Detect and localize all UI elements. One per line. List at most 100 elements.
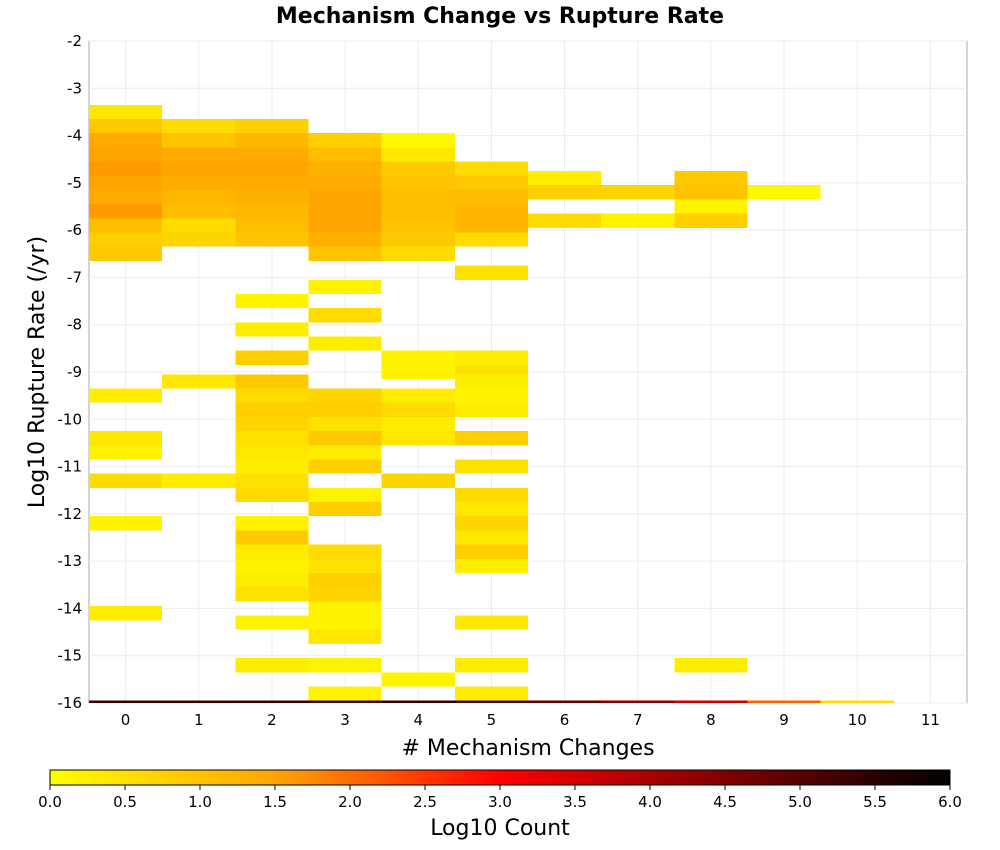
colorbar-ticks: 0.0 0.5 1.0 1.5 2.0 2.5 3.0 3.5 4.0 4.5 5.0 5.5 6.0 — [38, 785, 962, 811]
heatmap-cell — [89, 161, 163, 176]
colorbar-tick-label: 5.5 — [863, 793, 887, 811]
y-tick-label: -5 — [67, 174, 82, 192]
heatmap-cell — [381, 402, 455, 417]
heatmap-cell — [308, 431, 382, 446]
x-tick-label: 5 — [487, 711, 497, 729]
colorbar-tick-label: 2.5 — [413, 793, 437, 811]
heatmap-cell — [308, 700, 382, 703]
heatmap-cell — [235, 516, 309, 531]
heatmap-cell — [528, 185, 602, 200]
heatmap-cell — [235, 587, 309, 602]
heatmap-cell — [308, 487, 382, 503]
heatmap-cell — [89, 700, 163, 703]
heatmap-cell — [381, 672, 455, 687]
heatmap-cell — [454, 686, 528, 701]
heatmap-cell — [89, 189, 163, 205]
heatmap-cell — [454, 544, 528, 559]
heatmap-cell — [454, 204, 528, 219]
y-tick-label: -6 — [67, 221, 82, 239]
heatmap-cell — [381, 388, 455, 403]
heatmap-cell — [235, 473, 309, 488]
heatmap-cell — [308, 416, 382, 432]
heatmap-cell — [162, 700, 236, 703]
heatmap-cell — [454, 459, 528, 474]
x-tick-label: 11 — [921, 711, 940, 729]
heatmap-cell — [674, 700, 748, 703]
colorbar-tick-label: 0.0 — [38, 793, 62, 811]
heatmap-cell — [308, 232, 382, 247]
x-tick-label: 3 — [340, 711, 350, 729]
y-tick-label: -11 — [58, 458, 83, 476]
heatmap-cell — [381, 147, 455, 162]
x-tick-label: 1 — [194, 711, 204, 729]
heatmap-cell — [89, 473, 163, 488]
chart-title: Mechanism Change vs Rupture Rate — [276, 4, 724, 29]
y-tick-label: -2 — [67, 32, 82, 50]
heatmap-cell — [454, 189, 528, 205]
colorbar-tick-label: 1.5 — [263, 793, 287, 811]
heatmap-cell — [308, 572, 382, 588]
heatmap-cell — [454, 516, 528, 531]
x-axis-ticks: 0 1 2 3 4 5 6 7 8 9 10 11 — [121, 711, 940, 729]
heatmap-cell — [235, 374, 309, 389]
heatmap-cell — [308, 133, 382, 148]
heatmap-cell — [454, 232, 528, 247]
colorbar-label: Log10 Count — [430, 816, 570, 841]
y-tick-label: -12 — [58, 505, 83, 523]
y-tick-label: -14 — [58, 599, 83, 617]
heatmap-cell — [601, 700, 675, 703]
heatmap-cell — [308, 336, 382, 351]
heatmap-cell — [235, 293, 309, 309]
heatmap-cell — [235, 232, 309, 247]
heatmap-cell — [308, 147, 382, 162]
heatmap-cell — [235, 388, 309, 403]
heatmap-cell — [454, 658, 528, 673]
heatmap-cell — [381, 473, 455, 488]
colorbar-tick-label: 3.0 — [488, 793, 512, 811]
heatmap-cell — [528, 700, 602, 703]
y-tick-label: -13 — [58, 552, 83, 570]
colorbar-tick-label: 2.0 — [338, 793, 362, 811]
heatmap-cell — [674, 199, 748, 214]
heatmap-cell — [381, 218, 455, 233]
heatmap-cell — [89, 516, 163, 531]
y-tick-label: -10 — [58, 410, 83, 428]
heatmap-cell — [454, 502, 528, 517]
heatmap-cell — [308, 204, 382, 219]
heatmap-cell — [308, 502, 382, 517]
heatmap-cell — [89, 204, 163, 219]
heatmap-cell — [235, 700, 309, 703]
y-tick-label: -16 — [58, 694, 83, 712]
heatmap-cell — [381, 431, 455, 446]
heatmap-cell — [235, 431, 309, 446]
heatmap-cell — [454, 530, 528, 545]
heatmap-cell — [381, 161, 455, 176]
heatmap-cell — [235, 416, 309, 432]
heatmap-cell — [747, 185, 821, 200]
heatmap-cell — [454, 350, 528, 365]
x-tick-label: 6 — [560, 711, 570, 729]
heatmap-cell — [674, 658, 748, 673]
heatmap-cell — [308, 558, 382, 573]
heatmap-cell — [820, 700, 894, 703]
heatmap-cell — [528, 213, 602, 228]
heatmap-cell — [308, 629, 382, 644]
heatmap-cell — [454, 700, 528, 703]
heatmap-cell — [235, 402, 309, 417]
heatmap-cell — [308, 175, 382, 190]
heatmap-cell — [308, 161, 382, 176]
heatmap-cell — [235, 147, 309, 162]
heatmap-cell — [162, 473, 236, 488]
heatmap-cell — [89, 133, 163, 148]
heatmap-cell — [235, 487, 309, 503]
heatmap-cell — [381, 175, 455, 190]
heatmap-cell — [308, 686, 382, 701]
heatmap-cell — [89, 388, 163, 403]
heatmap-cell — [162, 374, 236, 389]
colorbar-tick-label: 0.5 — [113, 793, 137, 811]
heatmap-cell — [454, 218, 528, 233]
colorbar-tick-label: 4.5 — [713, 793, 737, 811]
heatmap-cell — [235, 119, 309, 134]
heatmap-cell — [454, 175, 528, 190]
heatmap-cell — [235, 161, 309, 176]
